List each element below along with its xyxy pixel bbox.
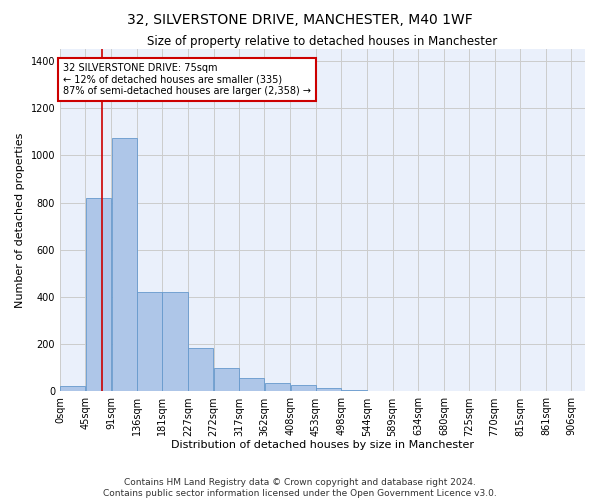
Bar [112,138,137,392]
Text: Contains HM Land Registry data © Crown copyright and database right 2024.
Contai: Contains HM Land Registry data © Crown c… [103,478,497,498]
X-axis label: Distribution of detached houses by size in Manchester: Distribution of detached houses by size … [171,440,474,450]
Bar [367,391,392,392]
Bar [265,383,290,392]
Bar [188,348,214,392]
Bar [86,198,111,392]
Text: 32 SILVERSTONE DRIVE: 75sqm
← 12% of detached houses are smaller (335)
87% of se: 32 SILVERSTONE DRIVE: 75sqm ← 12% of det… [63,64,311,96]
Bar [137,292,162,392]
Bar [239,378,264,392]
Bar [341,390,367,392]
Title: Size of property relative to detached houses in Manchester: Size of property relative to detached ho… [148,35,497,48]
Y-axis label: Number of detached properties: Number of detached properties [15,132,25,308]
Bar [214,368,239,392]
Bar [316,388,341,392]
Text: 32, SILVERSTONE DRIVE, MANCHESTER, M40 1WF: 32, SILVERSTONE DRIVE, MANCHESTER, M40 1… [127,12,473,26]
Bar [290,385,316,392]
Bar [60,386,85,392]
Bar [163,292,188,392]
